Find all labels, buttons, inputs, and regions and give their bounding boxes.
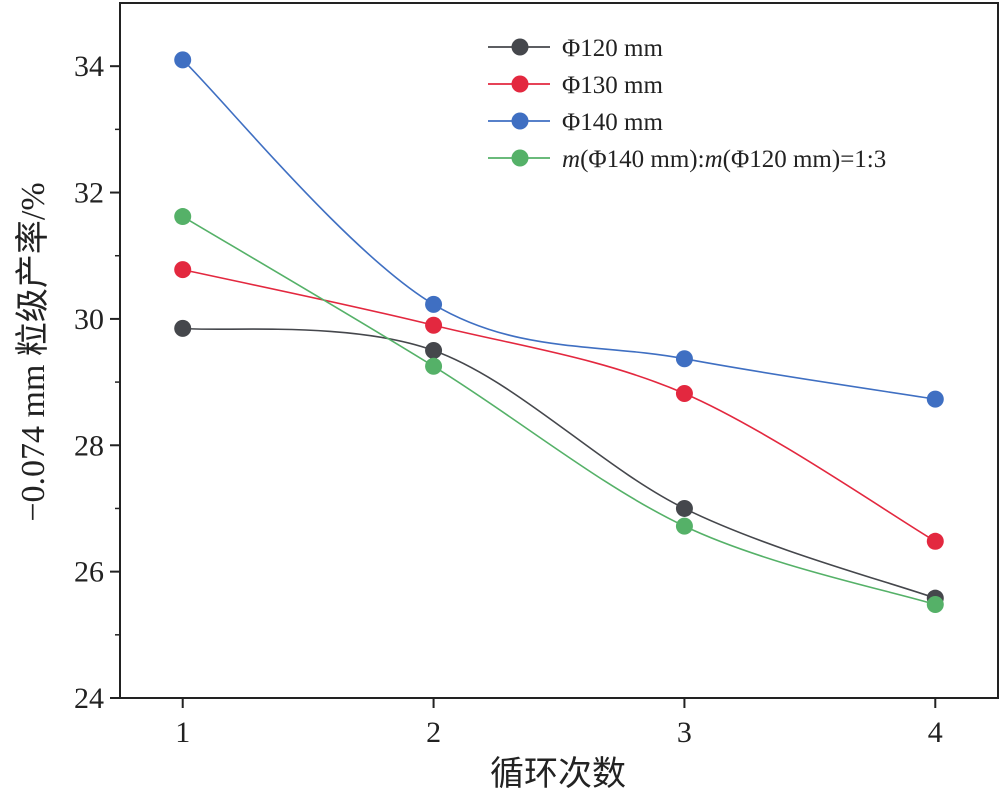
data-point-series-4 [174,208,192,226]
legend-marker [511,38,529,56]
data-point-series-3 [425,295,443,313]
x-tick-label: 3 [677,716,692,749]
legend-marker [511,75,529,93]
data-point-series-2 [926,532,944,550]
series-line-1 [182,327,936,599]
data-points [174,51,944,613]
data-point-series-4 [425,357,443,375]
y-tick-label: 32 [74,177,104,210]
legend-marker [511,149,529,167]
x-tick-label: 2 [426,716,441,749]
plot-frame [119,2,999,699]
series-line-3 [182,59,936,400]
series-line-4 [182,215,936,606]
data-point-series-3 [926,390,944,408]
data-point-series-1 [675,499,693,517]
legend-label: Φ120 mm [562,35,663,62]
data-point-series-1 [425,342,443,359]
y-tick-label: 34 [74,50,104,83]
y-axis-label: −0.074 mm 粒级产率/% [14,182,52,521]
x-tick-label: 4 [928,716,943,749]
y-tick-label: 28 [74,429,104,462]
data-point-series-3 [174,51,192,69]
legend-label: Φ130 mm [562,72,663,99]
data-point-series-3 [675,350,693,368]
data-point-series-2 [425,316,443,334]
data-point-series-4 [926,595,944,613]
x-axis-label: 循环次数 [490,755,626,793]
data-point-series-1 [174,319,192,337]
y-tick-label: 24 [74,682,104,715]
legend-label: m(Φ140 mm):m(Φ120 mm)=1:3 [562,146,886,173]
x-tick-label: 1 [175,716,190,749]
legend-label: Φ140 mm [562,109,663,136]
data-point-series-4 [675,517,693,535]
y-tick-label: 26 [74,556,104,589]
data-point-series-2 [174,261,192,279]
legend: Φ120 mm Φ130 mm Φ140 mm m(Φ140 mm):m(Φ120 m… [488,35,886,173]
series-line-2 [182,268,936,542]
series-lines [182,59,936,606]
data-point-series-2 [675,384,693,402]
y-tick-label: 30 [74,303,104,336]
legend-marker [511,112,529,130]
